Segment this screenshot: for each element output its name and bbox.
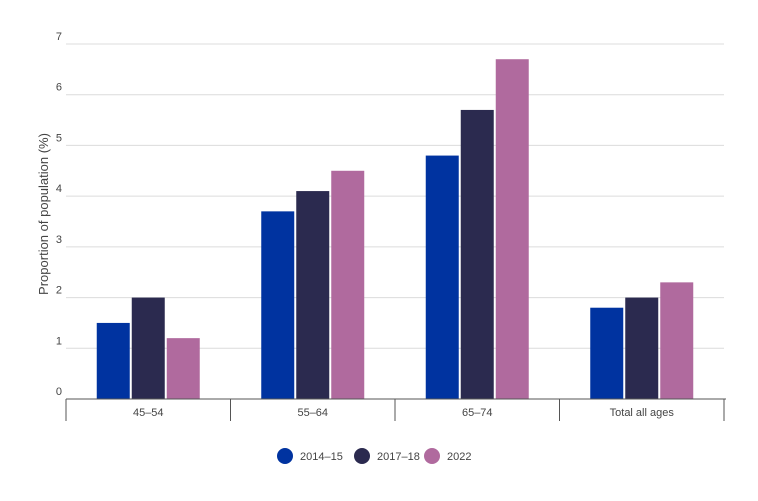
bar bbox=[261, 211, 295, 399]
x-tick-label: Total all ages bbox=[610, 407, 675, 419]
y-tick-label: 4 bbox=[56, 183, 62, 195]
bar bbox=[660, 282, 694, 399]
legend-label: 2014–15 bbox=[300, 451, 343, 463]
y-tick-label: 1 bbox=[56, 335, 62, 347]
x-axis: 45–54 55–64 65–74 Total all ages bbox=[65, 398, 726, 421]
bar bbox=[590, 307, 624, 399]
bar bbox=[460, 109, 494, 399]
bar bbox=[131, 297, 165, 399]
gridlines bbox=[66, 43, 724, 349]
x-tick-label: 55–64 bbox=[297, 407, 328, 419]
x-tick-label: 45–54 bbox=[133, 407, 164, 419]
bar bbox=[425, 155, 459, 399]
y-tick-label: 6 bbox=[56, 82, 62, 94]
legend-label: 2017–18 bbox=[377, 451, 420, 463]
y-tick-label: 3 bbox=[56, 234, 62, 246]
legend-swatch bbox=[277, 448, 293, 464]
y-tick-label: 7 bbox=[56, 31, 62, 43]
bar bbox=[495, 59, 529, 399]
bar bbox=[96, 322, 130, 399]
bar bbox=[331, 170, 365, 399]
bars bbox=[96, 59, 694, 399]
y-axis-ticks: 0 1 2 3 4 5 6 7 bbox=[56, 31, 62, 398]
legend-swatch bbox=[354, 448, 370, 464]
y-tick-label: 2 bbox=[56, 285, 62, 297]
bar bbox=[296, 191, 330, 399]
y-axis-label: Proportion of population (%) bbox=[36, 133, 51, 295]
legend-label: 2022 bbox=[447, 451, 471, 463]
legend: 2014–15 2017–18 2022 bbox=[277, 448, 471, 464]
y-tick-label: 0 bbox=[56, 386, 62, 398]
legend-swatch bbox=[424, 448, 440, 464]
y-tick-label: 5 bbox=[56, 132, 62, 144]
bar bbox=[166, 338, 200, 399]
bar bbox=[625, 297, 659, 399]
x-tick-label: 65–74 bbox=[462, 407, 493, 419]
